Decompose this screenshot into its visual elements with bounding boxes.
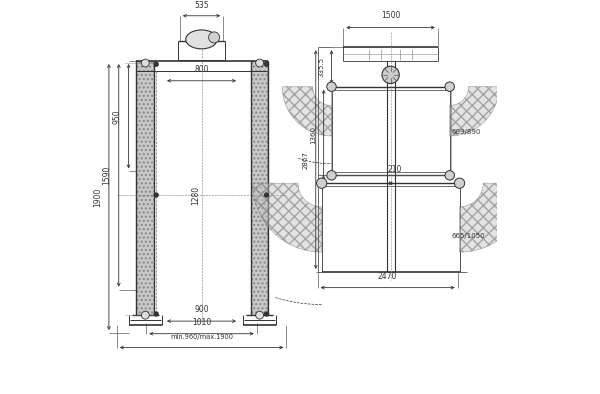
Text: 1010: 1010 [192, 318, 211, 327]
Text: 210: 210 [388, 165, 402, 174]
Circle shape [445, 82, 454, 91]
Circle shape [265, 312, 268, 316]
Bar [251, 61, 268, 315]
Circle shape [445, 171, 454, 180]
Circle shape [256, 59, 263, 67]
Circle shape [382, 66, 399, 84]
Circle shape [327, 82, 336, 91]
Circle shape [317, 178, 327, 188]
Circle shape [265, 62, 268, 66]
Circle shape [327, 171, 336, 180]
Text: 335.5: 335.5 [319, 57, 325, 77]
Circle shape [265, 193, 268, 197]
Text: 800: 800 [194, 65, 209, 74]
Text: 1280: 1280 [191, 186, 200, 204]
Text: 609/890: 609/890 [452, 129, 481, 135]
Text: 1360: 1360 [311, 126, 317, 144]
Circle shape [154, 62, 158, 66]
Text: min.960/max.1900: min.960/max.1900 [170, 335, 233, 340]
Circle shape [154, 312, 158, 316]
Text: 1590: 1590 [103, 165, 112, 185]
Text: 1900: 1900 [93, 187, 102, 207]
Circle shape [256, 311, 263, 319]
Text: 1500: 1500 [381, 11, 400, 20]
Ellipse shape [186, 30, 217, 49]
Circle shape [454, 178, 464, 188]
Bar [136, 61, 154, 315]
Text: 900: 900 [194, 305, 209, 314]
Text: 2470: 2470 [378, 271, 397, 281]
Circle shape [142, 59, 149, 67]
Text: 665/1050: 665/1050 [452, 233, 485, 240]
Circle shape [142, 311, 149, 319]
Text: 535: 535 [194, 1, 209, 10]
Wedge shape [253, 183, 322, 252]
Text: 950: 950 [113, 109, 122, 124]
Circle shape [154, 193, 158, 197]
Text: 2867: 2867 [302, 151, 308, 169]
Circle shape [209, 32, 220, 43]
Wedge shape [450, 87, 499, 136]
Wedge shape [460, 183, 529, 252]
Wedge shape [282, 87, 332, 136]
